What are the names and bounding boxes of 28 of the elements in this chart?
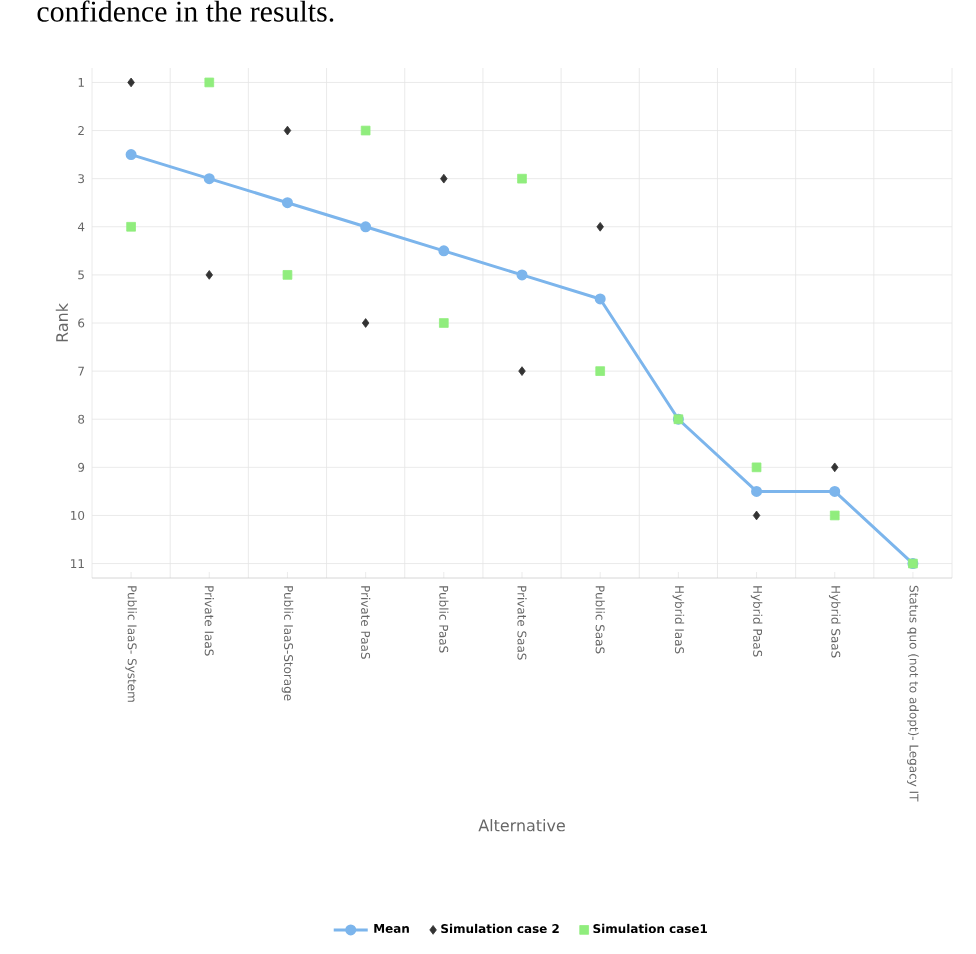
point: [831, 462, 839, 473]
point: [205, 270, 213, 280]
text: confidence in the results.: [37, 0, 334, 22]
point: [518, 366, 526, 376]
point: [596, 221, 604, 232]
point: [439, 318, 449, 328]
point: [282, 270, 293, 280]
point: [517, 173, 527, 184]
point: [829, 510, 840, 521]
point: [829, 485, 841, 497]
point: [751, 462, 762, 473]
point: [283, 125, 292, 136]
point: [361, 318, 370, 328]
point: [360, 221, 372, 233]
point: [440, 173, 448, 184]
point: [594, 293, 606, 305]
point: [127, 77, 135, 88]
point: [204, 77, 215, 88]
point: [203, 173, 215, 185]
point: [126, 221, 136, 232]
point: [360, 125, 371, 136]
point: [438, 245, 450, 257]
point: [751, 485, 763, 497]
point: [516, 269, 528, 281]
point: [281, 197, 293, 209]
point: [125, 149, 137, 161]
point: [595, 366, 605, 376]
point: [752, 510, 761, 521]
